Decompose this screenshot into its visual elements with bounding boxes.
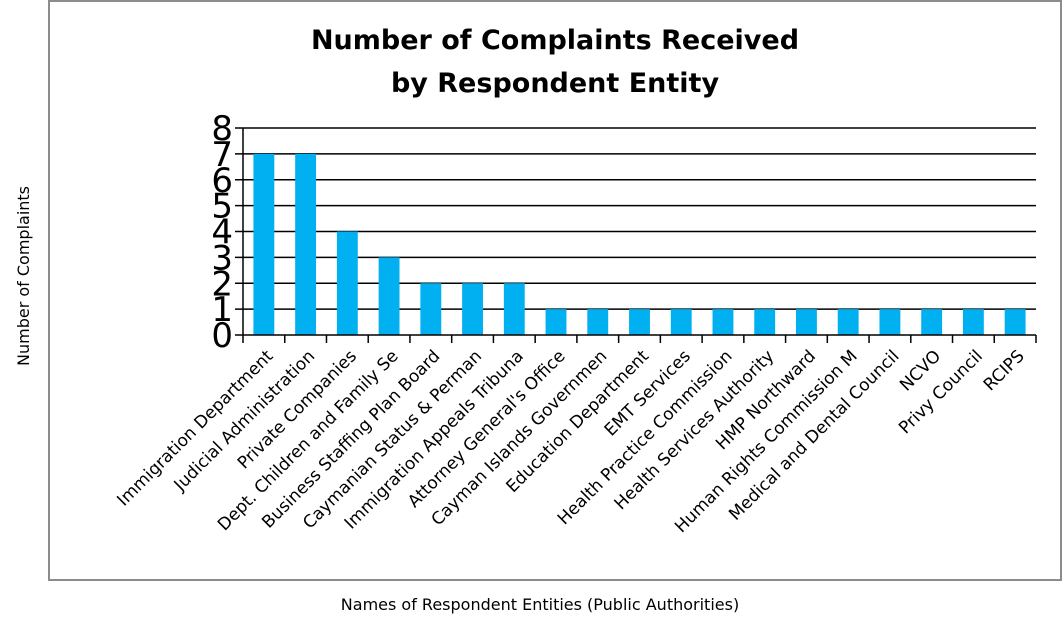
bar bbox=[921, 309, 943, 335]
gridlines bbox=[243, 127, 1036, 310]
y-tick-label: 3 bbox=[211, 238, 233, 278]
bar bbox=[545, 309, 567, 335]
bar bbox=[336, 231, 358, 335]
bar bbox=[670, 309, 692, 335]
bar bbox=[712, 309, 734, 335]
y-tick-label: 4 bbox=[211, 213, 233, 253]
chart-border bbox=[48, 0, 1062, 581]
y-tick-label: 7 bbox=[211, 135, 233, 175]
bar bbox=[1004, 309, 1026, 335]
bar bbox=[837, 309, 859, 335]
bar bbox=[378, 257, 400, 335]
y-axis-label: Number of Complaints bbox=[14, 186, 33, 366]
bar bbox=[754, 309, 776, 335]
bar bbox=[879, 309, 901, 335]
chart-title-line-1: Number of Complaints Received bbox=[311, 25, 799, 56]
bar bbox=[295, 153, 317, 335]
y-tick-label: 8 bbox=[211, 109, 233, 149]
bar bbox=[962, 309, 984, 335]
bar bbox=[796, 309, 817, 335]
axes bbox=[235, 127, 1037, 343]
bar bbox=[629, 309, 650, 335]
y-tick-label: 6 bbox=[211, 161, 233, 201]
bars bbox=[253, 153, 1026, 335]
y-tick-label: 2 bbox=[211, 264, 233, 304]
y-tick-label: 1 bbox=[211, 290, 233, 330]
y-tick-label: 5 bbox=[211, 187, 233, 227]
bar bbox=[462, 283, 483, 335]
bar bbox=[587, 309, 609, 335]
bar bbox=[420, 283, 442, 335]
bar bbox=[503, 283, 525, 335]
chart-title-line-2: by Respondent Entity bbox=[391, 68, 720, 99]
y-tick-label: 0 bbox=[211, 316, 233, 356]
bar bbox=[253, 153, 275, 335]
x-axis-label: Names of Respondent Entities (Public Aut… bbox=[341, 595, 739, 614]
